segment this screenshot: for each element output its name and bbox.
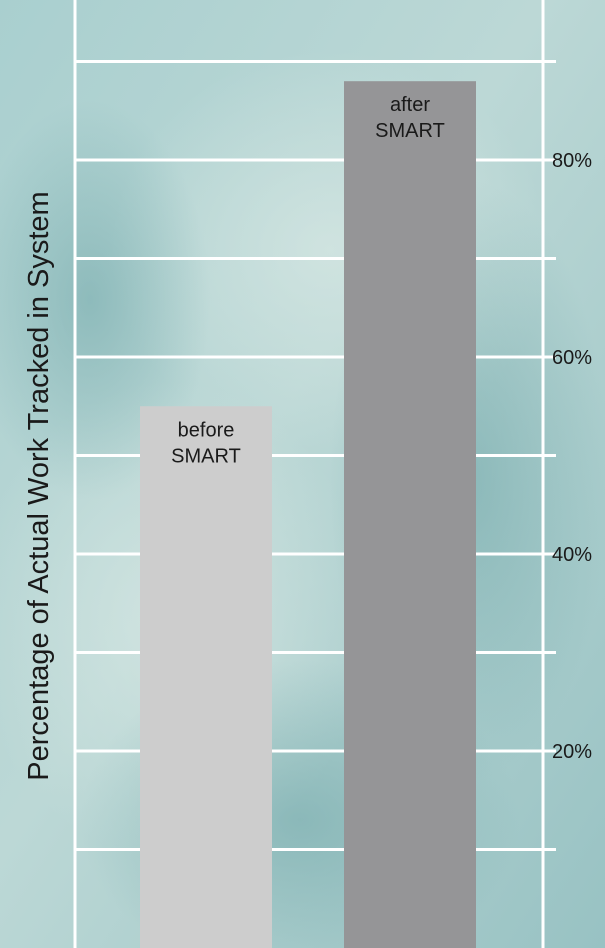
- bar-label-after-smart: after SMART: [375, 94, 445, 142]
- bar-label-before-smart: before SMART: [171, 419, 241, 467]
- y-tick-label: 80%: [552, 150, 592, 172]
- y-axis-label: Percentage of Actual Work Tracked in Sys…: [23, 191, 55, 780]
- y-tick-label: 60%: [552, 347, 592, 369]
- y-tick-label: 20%: [552, 741, 592, 763]
- y-tick-label: 40%: [552, 544, 592, 566]
- y-tick-labels: 20% 40% 60% 80%: [552, 150, 592, 763]
- bar-before-smart: [140, 406, 272, 948]
- bars: before SMART after SMART: [140, 81, 476, 948]
- bar-after-smart: [344, 81, 476, 948]
